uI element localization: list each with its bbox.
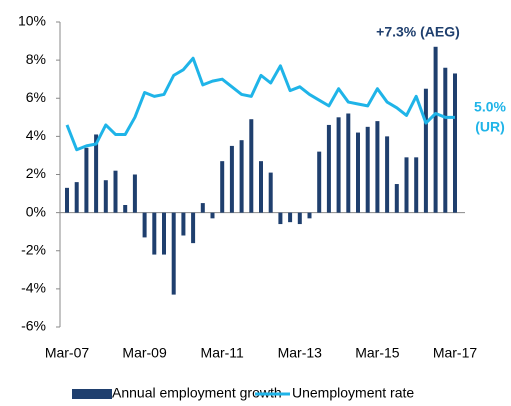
annotation: (UR) bbox=[475, 119, 505, 135]
bar bbox=[394, 184, 399, 213]
bar bbox=[132, 174, 137, 213]
x-tick-label: Mar-07 bbox=[45, 345, 90, 361]
bar bbox=[74, 182, 79, 213]
bar bbox=[317, 151, 322, 213]
y-tick-label: -4% bbox=[21, 280, 46, 296]
bar bbox=[191, 212, 196, 244]
bar bbox=[65, 187, 69, 213]
bar bbox=[103, 180, 108, 213]
y-tick-label: 4% bbox=[26, 127, 46, 143]
line bbox=[65, 56, 455, 152]
bar bbox=[268, 172, 273, 213]
bar bbox=[414, 157, 419, 213]
annotation: +7.3% (AEG) bbox=[376, 24, 460, 40]
x-tick-label: Mar-17 bbox=[433, 345, 478, 361]
y-tick-label: 8% bbox=[26, 51, 46, 67]
y-tick-label: 6% bbox=[26, 89, 46, 105]
bar bbox=[404, 157, 409, 213]
bar bbox=[433, 46, 438, 213]
bar bbox=[288, 212, 293, 223]
bar bbox=[297, 212, 302, 225]
bar bbox=[453, 73, 457, 213]
bar bbox=[326, 124, 331, 213]
bar bbox=[239, 140, 244, 213]
x-tick-label: Mar-13 bbox=[278, 345, 323, 361]
bar bbox=[94, 134, 99, 213]
bar bbox=[375, 121, 380, 213]
legend-swatch bbox=[72, 389, 112, 399]
bar bbox=[152, 212, 157, 255]
bar bbox=[113, 170, 118, 213]
bar bbox=[365, 126, 370, 213]
bar bbox=[84, 147, 89, 213]
bar bbox=[259, 161, 263, 213]
x-tick-label: Mar-15 bbox=[355, 345, 400, 361]
x-tick-label: Mar-09 bbox=[122, 345, 167, 361]
y-tick-label: 10% bbox=[18, 13, 46, 29]
y-tick-label: -6% bbox=[21, 318, 46, 334]
legend-label: Annual employment growth bbox=[112, 385, 282, 401]
y-tick-label: -2% bbox=[21, 241, 46, 257]
bar bbox=[171, 212, 176, 295]
bar bbox=[162, 212, 166, 255]
bar bbox=[307, 212, 312, 219]
bar bbox=[142, 212, 147, 238]
bar bbox=[229, 145, 234, 213]
bar bbox=[181, 212, 186, 236]
bar bbox=[200, 203, 205, 213]
bar bbox=[123, 205, 128, 213]
bar bbox=[356, 132, 360, 213]
bar bbox=[220, 161, 225, 213]
bar bbox=[249, 119, 254, 213]
bar bbox=[385, 136, 390, 213]
y-tick-label: 2% bbox=[26, 165, 46, 181]
bar bbox=[346, 113, 351, 213]
bar bbox=[443, 67, 448, 213]
bar bbox=[278, 212, 283, 225]
y-tick-label: 0% bbox=[26, 203, 46, 219]
bar bbox=[423, 88, 428, 213]
legend-label: Unemployment rate bbox=[292, 385, 414, 401]
bar bbox=[210, 212, 215, 219]
x-tick-label: Mar-11 bbox=[201, 345, 245, 361]
bar bbox=[336, 117, 341, 213]
annotation: 5.0% bbox=[474, 99, 506, 115]
